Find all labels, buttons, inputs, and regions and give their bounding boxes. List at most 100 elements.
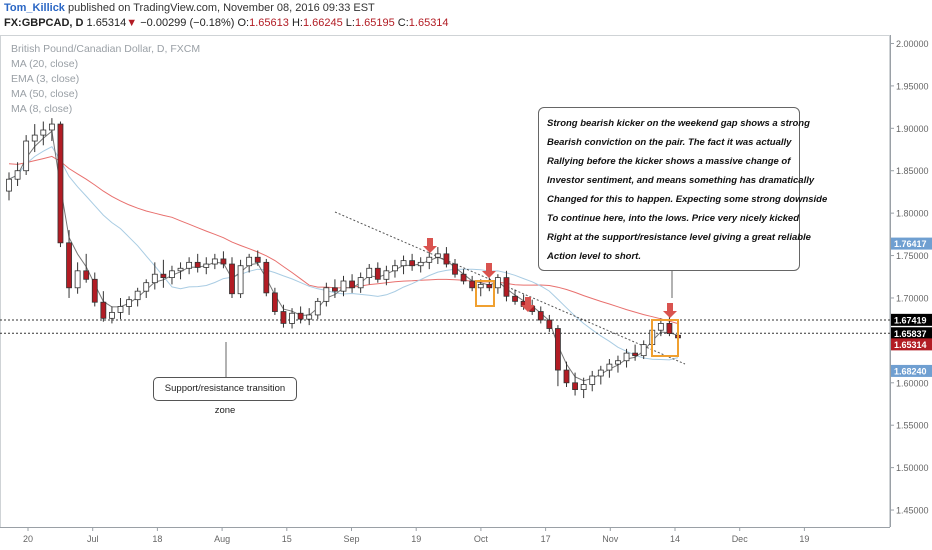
candle-up	[109, 311, 115, 319]
candle-down	[220, 258, 227, 265]
legend-ma50: MA (50, close)	[11, 88, 79, 100]
x-tick-label: Oct	[474, 534, 489, 544]
candle-up	[169, 270, 175, 279]
down-arrow-icon	[423, 238, 437, 253]
candle-down	[332, 287, 338, 292]
open-value: 1.65613	[249, 17, 289, 29]
price-tag	[891, 313, 932, 326]
last-price: 1.65314	[86, 17, 127, 29]
candle-down	[349, 280, 355, 289]
publish-header: Tom_Killick published on TradingView.com…	[4, 2, 375, 14]
y-tick-label: 1.50000	[896, 463, 929, 473]
trendline	[334, 211, 686, 365]
x-tick-label: Aug	[214, 534, 230, 544]
candle-down	[297, 312, 304, 320]
y-tick-label: 1.95000	[896, 81, 929, 91]
legend-title: British Pound/Canadian Dollar, D, FXCM	[11, 43, 201, 55]
candle-up	[151, 273, 158, 284]
x-tick-label: 19	[411, 534, 421, 544]
callout-line: Investor sentiment, and means something …	[547, 175, 815, 186]
price-tag	[891, 338, 932, 351]
price-tag	[891, 364, 932, 377]
ohlc-header: FX:GBPCAD, D 1.65314▼ −0.00299 (−0.18%) …	[4, 17, 449, 29]
candle-up	[323, 287, 330, 302]
callout-line: Right at the support/resistance level gi…	[547, 232, 811, 243]
candle-up	[494, 277, 501, 289]
callout-line: Bearish conviction on the pair. The fact…	[547, 137, 792, 148]
candle-up	[477, 283, 484, 289]
candle-up	[657, 323, 664, 331]
y-tick-label: 1.90000	[896, 124, 929, 134]
down-arrow-icon	[521, 297, 535, 312]
candle-up	[314, 300, 321, 316]
candle-up	[306, 314, 313, 320]
x-tick-label: Dec	[732, 534, 749, 544]
candle-up	[143, 282, 150, 292]
candle-down	[160, 273, 167, 279]
candle-up	[117, 306, 124, 313]
candle-up	[400, 260, 407, 267]
candle-up	[289, 312, 295, 324]
candle-down	[469, 280, 476, 289]
candle-down	[555, 328, 561, 371]
x-tick-label: 18	[152, 534, 162, 544]
candle-up	[246, 256, 253, 267]
candle-down	[632, 352, 639, 357]
candle-up	[640, 344, 647, 357]
legend-ma20: MA (20, close)	[11, 58, 79, 70]
down-arrow-icon	[663, 303, 677, 318]
candle-up	[340, 280, 347, 292]
zone-callout: Support/resistance transition zone	[153, 377, 297, 416]
author-link[interactable]: Tom_Killick	[4, 2, 65, 14]
candle-up	[357, 277, 364, 289]
x-tick-label: 15	[282, 534, 292, 544]
candle-up	[597, 369, 604, 377]
candle-up	[417, 261, 424, 267]
y-tick-label: 1.60000	[896, 378, 929, 388]
candle-down	[66, 242, 72, 289]
candle-up	[203, 263, 210, 268]
candle-up	[392, 265, 398, 272]
high-value: 1.66245	[302, 17, 343, 29]
price-tag	[891, 237, 932, 250]
candle-down	[91, 278, 98, 303]
candle-down	[254, 256, 261, 263]
price-tag-label: 1.68240	[894, 366, 927, 376]
open-label: O:	[237, 17, 250, 29]
y-tick-label: 1.85000	[896, 166, 929, 176]
candle-down	[194, 261, 201, 268]
published-text: published on TradingView.com, November 0…	[68, 2, 375, 14]
y-tick-label: 1.75000	[896, 251, 929, 261]
high-label: H:	[291, 17, 303, 29]
candle-up	[615, 360, 621, 365]
candle-down	[374, 267, 381, 280]
highlight-box	[475, 280, 495, 307]
candle-down	[443, 253, 450, 265]
candle-down	[503, 277, 510, 297]
legend-ema3: EMA (3, close)	[11, 73, 80, 85]
candle-up	[40, 129, 47, 136]
callout-line: To continue here, into the lows. Price v…	[547, 213, 800, 224]
candle-up	[580, 384, 587, 390]
candle-down	[563, 369, 570, 384]
candle-up	[186, 261, 193, 269]
callout-line: Action level to short.	[547, 251, 641, 262]
candle-up	[126, 299, 132, 307]
x-tick-label: Jul	[87, 534, 99, 544]
callout-line: Rallying before the kicker shows a massi…	[547, 156, 791, 167]
price-tag-label: 1.65837	[894, 329, 927, 339]
candle-down	[271, 292, 278, 312]
analysis-callout: Strong bearish kicker on the weekend gap…	[538, 107, 828, 271]
candle-up	[366, 267, 373, 279]
price-tag-label: 1.65314	[894, 340, 927, 350]
callout-line: Strong bearish kicker on the weekend gap…	[547, 118, 810, 129]
candle-down	[280, 311, 287, 324]
callout-line: Changed for this to happen. Expecting so…	[547, 194, 828, 205]
candle-up	[6, 178, 12, 192]
y-tick-label: 1.45000	[896, 506, 929, 516]
candle-down	[229, 263, 235, 295]
x-tick-label: 14	[670, 534, 680, 544]
low-label: L:	[345, 17, 355, 29]
candle-down	[486, 283, 493, 289]
